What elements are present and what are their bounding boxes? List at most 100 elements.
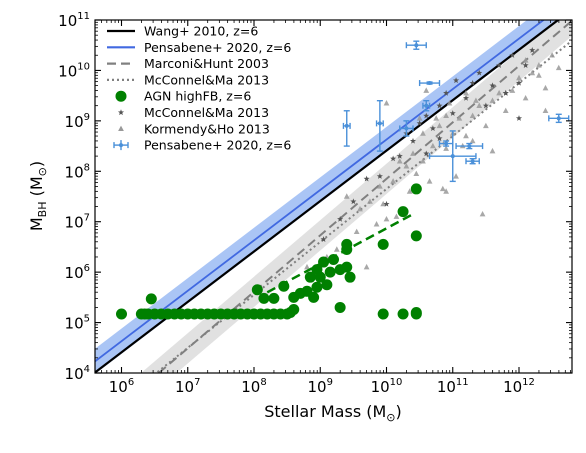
mcconnell-point xyxy=(529,47,536,53)
mcconnell-point xyxy=(453,77,460,84)
kormendy-point xyxy=(363,263,370,270)
agn-point xyxy=(397,206,409,218)
agn-point xyxy=(341,261,353,273)
kormendy-point xyxy=(304,263,310,270)
mcconnell-point xyxy=(515,115,523,121)
x-tick-label: 1012 xyxy=(503,377,535,396)
kormendy-point xyxy=(489,97,496,103)
legend-label: AGN highFB, z=6 xyxy=(144,89,251,104)
kormendy-point xyxy=(463,89,469,96)
agn-point xyxy=(321,279,333,291)
legend-entry: Marconi&Hunt 2003 xyxy=(107,56,269,71)
kormendy-point xyxy=(420,158,426,164)
kormendy-point xyxy=(333,246,340,252)
legend-entry: Pensabene+ 2020, z=6 xyxy=(113,138,291,153)
agn-point xyxy=(251,284,263,296)
agn-point xyxy=(344,271,356,283)
mcconnell-point xyxy=(489,82,496,89)
y-tick-label: 1010 xyxy=(58,61,90,80)
agn-point xyxy=(311,281,323,293)
kormendy-point xyxy=(390,178,397,184)
x-tick-label: 109 xyxy=(308,377,333,396)
legend-label: McConnel&Ma 2013 xyxy=(144,105,269,120)
mcconnell-point xyxy=(449,110,456,116)
axes: 106 107 108 109 1010 1011 1012 104 105 106 107 108 1… xyxy=(58,11,573,396)
agn-point xyxy=(328,254,339,266)
legend-entry: Wang+ 2010, z=6 xyxy=(107,24,258,39)
mcconnell-point xyxy=(383,200,390,207)
legend-label: McConnel&Ma 2013 xyxy=(144,72,269,87)
mcconnell-point xyxy=(337,215,344,222)
kormendy-point xyxy=(393,213,400,219)
kormendy-point xyxy=(549,52,556,58)
legend-label: Pensabene+ 2020, z=6 xyxy=(144,138,291,153)
kormendy-point xyxy=(479,210,486,217)
mcconnell-point xyxy=(423,112,430,119)
kormendy-point xyxy=(542,84,549,91)
kormendy-point xyxy=(555,64,562,71)
kormendy-point xyxy=(522,57,529,63)
kormendy-point xyxy=(529,69,536,76)
mcconnell-point xyxy=(376,173,383,179)
agn-point xyxy=(268,292,280,304)
mcconnell-point xyxy=(363,175,370,182)
kormendy-point xyxy=(436,122,443,129)
legend-label: Pensabene+ 2020, z=6 xyxy=(144,40,291,55)
data-points xyxy=(116,40,570,320)
y-tick-label: 107 xyxy=(65,213,90,232)
pensabene-point xyxy=(375,99,384,152)
mcconnell-point xyxy=(515,79,523,86)
pensabene-point xyxy=(428,130,477,183)
kormendy-point xyxy=(413,170,420,177)
pensabene-point xyxy=(455,142,484,150)
pensabene-point xyxy=(405,40,427,50)
kormendy-point xyxy=(396,158,403,164)
agn-point xyxy=(278,280,290,292)
agn-point xyxy=(397,308,409,320)
kormendy-point xyxy=(542,107,549,114)
y-tick-label: 108 xyxy=(65,162,90,181)
agn-point xyxy=(304,271,316,283)
legend-entry: McConnel&Ma 2013 xyxy=(117,105,269,120)
kormendy-point xyxy=(502,107,509,114)
mcconnell-point xyxy=(469,79,476,86)
kormendy-point xyxy=(423,87,430,93)
mcconnell-point xyxy=(522,62,529,68)
pensabene-point xyxy=(342,110,351,147)
agn-point xyxy=(145,293,157,305)
kormendy-point xyxy=(469,137,476,144)
mcconnell-point xyxy=(462,94,470,101)
mcconnell-point xyxy=(482,102,489,109)
x-tick-label: 108 xyxy=(241,377,266,396)
kormendy-point xyxy=(476,102,483,108)
legend-entry: McConnel&Ma 2013 xyxy=(107,72,269,87)
mcconnell-point xyxy=(423,150,430,157)
mcconnell-point xyxy=(396,152,403,159)
y-tick-label: 106 xyxy=(65,263,90,282)
kormendy-point xyxy=(443,145,450,151)
kormendy-point xyxy=(439,185,446,192)
kormendy-point xyxy=(343,193,350,199)
kormendy-point xyxy=(482,122,489,129)
kormendy-point xyxy=(456,115,463,121)
kormendy-point xyxy=(410,150,416,156)
x-tick-label: 1010 xyxy=(371,377,403,396)
kormendy-point xyxy=(420,130,426,136)
legend-label: Kormendy&Ho 2013 xyxy=(144,121,270,136)
mcconnell-point xyxy=(436,102,443,109)
agn-point xyxy=(318,256,330,268)
kormendy-point xyxy=(373,221,380,227)
kormendy-point xyxy=(516,74,522,81)
mcconnell-point xyxy=(416,120,423,126)
kormendy-point xyxy=(535,62,542,68)
mcconnell-point xyxy=(390,155,397,162)
kormendy-point xyxy=(367,198,373,204)
kormendy-point xyxy=(509,87,516,93)
mcconnell-point xyxy=(350,198,357,205)
x-tick-label: 1011 xyxy=(437,377,469,396)
x-axis-title: Stellar Mass (M⊙) xyxy=(264,402,402,424)
kormendy-point xyxy=(522,94,529,101)
y-tick-label: 109 xyxy=(65,112,90,131)
